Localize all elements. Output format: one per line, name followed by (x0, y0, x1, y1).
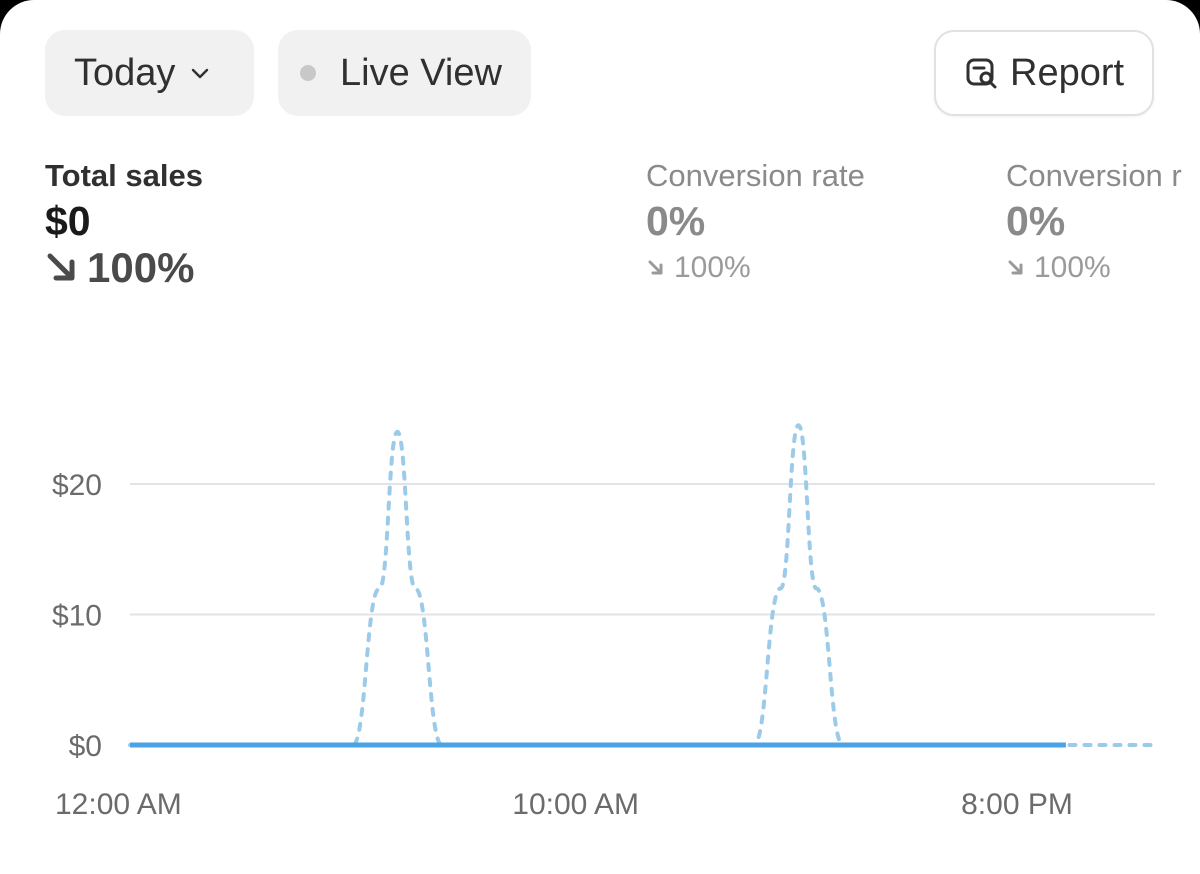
metric-value: 0% (1006, 198, 1066, 244)
series-previous-line (128, 423, 1157, 748)
metric-total-sales[interactable]: Total sales $0 100% (45, 158, 203, 290)
chevron-down-icon (192, 68, 209, 79)
y-tick-label: $0 (69, 730, 102, 763)
arrow-down-right-icon (648, 260, 663, 275)
metric-value: 0% (646, 198, 706, 244)
date-range-dropdown[interactable]: Today (45, 30, 254, 116)
y-tick-label: $10 (52, 600, 102, 633)
report-search-icon (966, 58, 997, 89)
metric-change: 100% (646, 246, 865, 290)
arrow-down-right-icon (1008, 260, 1023, 275)
metric-label: Total sales (45, 158, 203, 193)
x-tick-label: 8:00 PM (961, 788, 1073, 821)
metric-change-value: 100% (87, 244, 195, 291)
metric-change: 100% (1006, 246, 1182, 290)
metric-change-value: 100% (674, 251, 751, 284)
date-range-label: Today (74, 51, 176, 94)
x-tick-label: 12:00 AM (55, 788, 182, 821)
metric-label: Conversion rate (646, 158, 865, 193)
x-tick-label: 10:00 AM (512, 788, 639, 821)
report-button[interactable]: Report (934, 30, 1154, 116)
metric-conversion-rate-2[interactable]: Conversion r 0% 100% (1006, 158, 1182, 290)
metric-conversion-rate[interactable]: Conversion rate 0% 100% (646, 158, 865, 290)
metric-change-value: 100% (1034, 251, 1111, 284)
live-view-button[interactable]: Live View (278, 30, 531, 116)
live-status-dot-icon (300, 65, 316, 81)
arrow-down-right-icon (47, 253, 75, 281)
metric-change: 100% (45, 246, 203, 290)
metric-value: $0 (45, 198, 91, 244)
live-view-label: Live View (340, 51, 502, 94)
y-tick-label: $20 (52, 469, 102, 502)
metric-label: Conversion r (1006, 158, 1182, 193)
report-label: Report (1010, 51, 1125, 94)
